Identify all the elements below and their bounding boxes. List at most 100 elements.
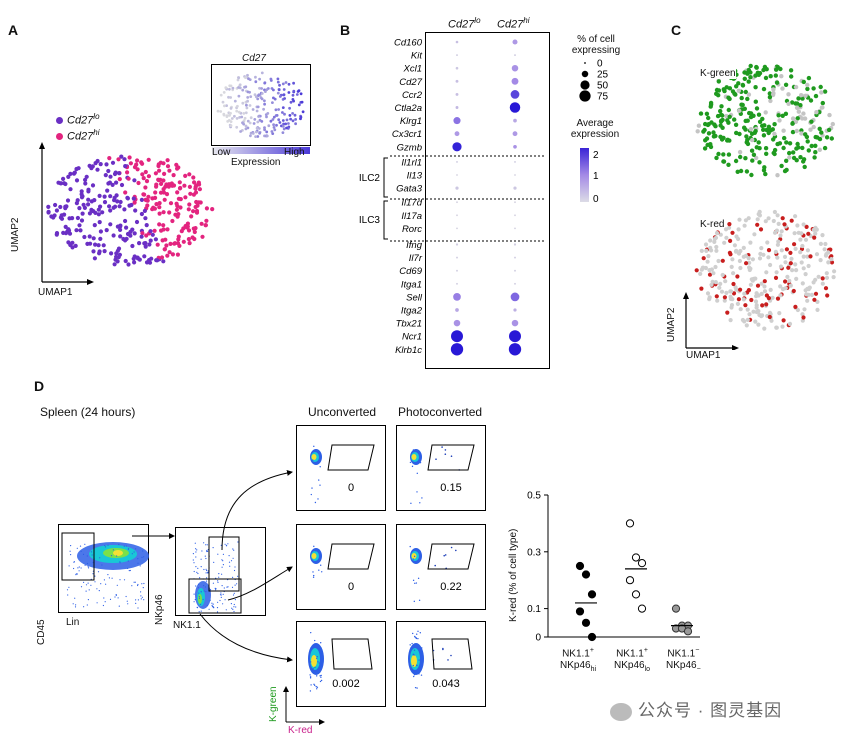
kgreen-cell	[817, 136, 823, 142]
umap-a-cell	[161, 190, 166, 195]
kgreen-cell	[756, 140, 761, 145]
kred-cell	[738, 265, 743, 271]
kgreen-cell	[753, 128, 758, 134]
umap-a-cell	[157, 168, 162, 173]
flow-dot	[224, 599, 226, 601]
flow-dot	[233, 592, 235, 594]
kred-cell	[786, 265, 791, 270]
kgreen-cell	[800, 116, 805, 121]
umap-a-cell	[117, 204, 122, 209]
size-legend-label: 50	[597, 81, 609, 92]
gate-dot	[313, 683, 315, 686]
umap-c-ylabel: UMAP2	[666, 307, 677, 342]
kred-cell	[736, 251, 742, 256]
kgreen-cell	[726, 162, 731, 167]
scatter-ytick-label: 0.3	[527, 547, 541, 558]
flow-dot	[79, 545, 82, 547]
umap-a-cell	[118, 234, 123, 239]
kred-cell	[705, 291, 711, 296]
kred-cell	[793, 262, 798, 267]
flow-dot	[118, 543, 120, 546]
flow-dot	[96, 602, 98, 604]
kred-cell	[745, 317, 750, 322]
kgreen-cell	[781, 145, 786, 151]
umap-c-red	[694, 209, 837, 331]
flow-dot	[232, 608, 234, 610]
flow-dot	[107, 574, 109, 576]
inset-cell	[265, 134, 269, 138]
dotplot-frame	[425, 32, 550, 369]
gate-dot	[316, 688, 318, 690]
kgreen-cell	[763, 75, 769, 81]
kred-cell	[823, 241, 828, 247]
kred-cell	[735, 274, 740, 279]
kgreen-cell	[742, 106, 747, 111]
kred-cell	[700, 265, 705, 270]
umap-a-cell	[80, 194, 85, 199]
umap-a-cell	[139, 234, 144, 239]
flow-dot	[230, 603, 232, 605]
kred-cell	[714, 248, 719, 253]
kred-cell	[748, 240, 753, 245]
inset-cell	[264, 90, 267, 93]
kred-cell	[753, 299, 759, 304]
inset-cell	[263, 81, 267, 85]
dot-mark	[455, 243, 459, 246]
inset-cell	[289, 117, 292, 121]
flow-dot	[237, 541, 239, 543]
umap-a-cell	[187, 241, 192, 246]
kred-cell	[826, 260, 831, 265]
inset-cell	[237, 86, 240, 89]
kgreen-cell	[742, 125, 747, 130]
umap-a-cell	[124, 225, 129, 230]
kred-cell	[748, 282, 753, 287]
flow-dot	[206, 577, 208, 579]
scatter-point	[587, 590, 597, 599]
umap-a-cell	[170, 218, 175, 224]
gate-dot	[312, 668, 314, 670]
inset-cell	[269, 77, 273, 81]
umap-a-cell	[98, 229, 103, 234]
kgreen-cell	[737, 149, 743, 155]
umap-a-cell	[65, 198, 71, 203]
umap-a-cell	[139, 160, 144, 165]
flow-dot	[192, 553, 194, 555]
kred-cell	[705, 259, 710, 264]
umap-a-cell	[103, 173, 108, 178]
inset-colorbar	[212, 147, 310, 154]
flow-dot	[203, 590, 205, 592]
umap-a-cell	[125, 170, 130, 175]
umap-a-cell	[115, 224, 120, 229]
inset-cell	[272, 123, 275, 127]
flow-dot	[194, 542, 196, 544]
cat-label-3: NK1.1− NKp46−	[666, 647, 701, 674]
inset-cell	[228, 87, 231, 91]
kgreen-cell	[775, 141, 780, 147]
inset-cell	[224, 86, 228, 90]
flow-dot	[114, 596, 116, 598]
color-legend-title: Average expression	[570, 118, 620, 140]
inset-cell	[272, 88, 275, 92]
kred-cell	[783, 286, 788, 291]
flow-dot	[220, 594, 222, 596]
umap-a-cell	[106, 168, 111, 174]
flow-dot	[90, 584, 92, 586]
umap-a-cell	[97, 193, 102, 198]
inset-cell	[255, 130, 258, 134]
kred-cell	[771, 218, 776, 224]
kred-cell	[730, 230, 735, 235]
dot-mark	[455, 40, 459, 44]
kred-cell	[742, 223, 747, 228]
flow-dot	[221, 566, 223, 568]
umap-a-cell	[162, 197, 167, 202]
inset-cell	[277, 88, 281, 92]
kgreen-cell	[781, 128, 786, 133]
kgreen-cell	[808, 98, 814, 103]
kgreen-cell	[770, 92, 776, 98]
kred-cell	[750, 257, 755, 262]
kred-cell	[728, 318, 733, 323]
gate-dot	[416, 472, 418, 475]
flow-dot	[192, 559, 194, 561]
kgreen-cell	[829, 136, 834, 141]
umap-a-cell	[95, 167, 100, 172]
